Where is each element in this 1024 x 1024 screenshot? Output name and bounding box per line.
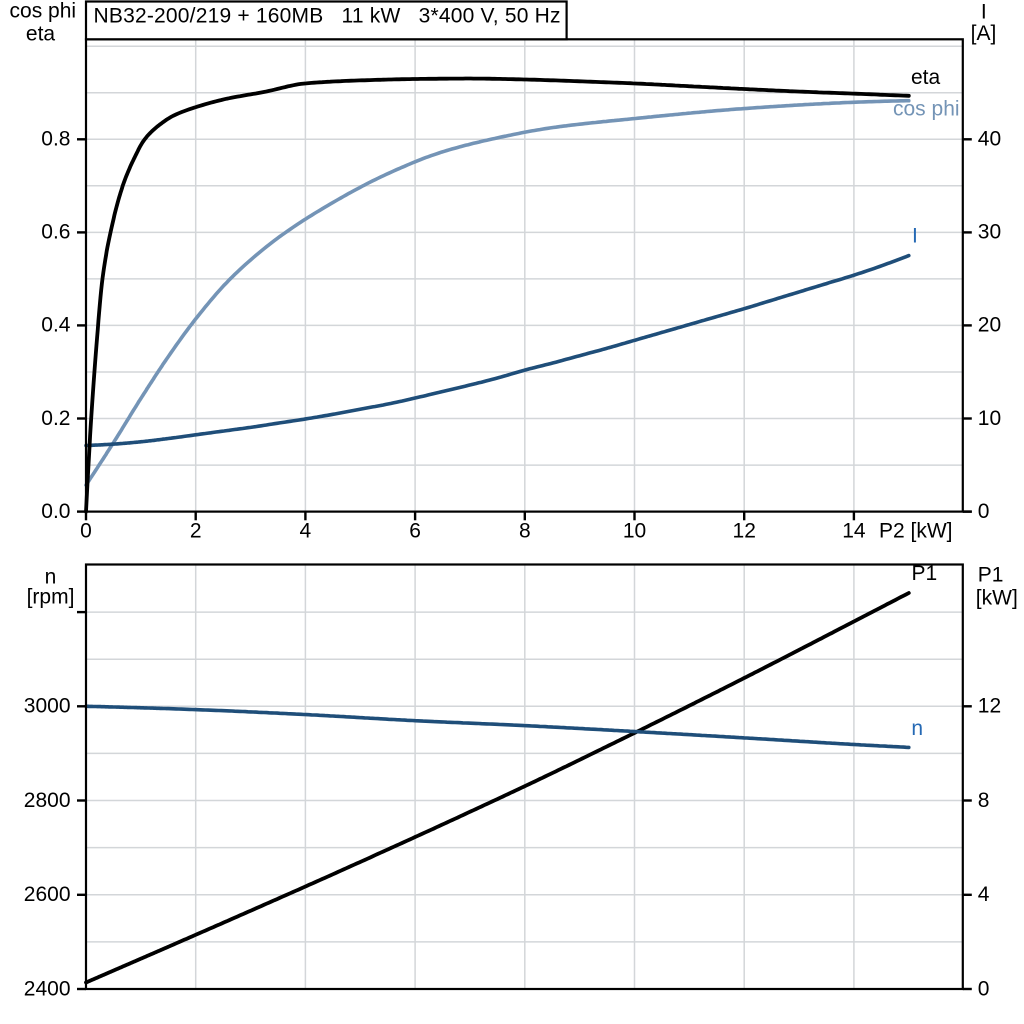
svg-text:I: I	[912, 225, 918, 248]
svg-text:2600: 2600	[24, 883, 71, 906]
svg-text:0: 0	[80, 520, 92, 543]
svg-text:[kW]: [kW]	[976, 587, 1018, 610]
svg-text:NB32-200/219 + 160MB 11 kW: NB32-200/219 + 160MB 11 kW 3*400 V, 50 H…	[94, 5, 561, 28]
svg-text:0.0: 0.0	[41, 500, 70, 523]
svg-text:2800: 2800	[24, 789, 71, 812]
svg-text:[rpm]: [rpm]	[27, 586, 75, 609]
svg-text:10: 10	[623, 520, 646, 543]
svg-text:0: 0	[978, 977, 990, 1000]
svg-text:30: 30	[978, 221, 1001, 244]
svg-text:40: 40	[978, 128, 1001, 151]
svg-text:cos phi: cos phi	[893, 98, 960, 121]
svg-text:0.6: 0.6	[41, 221, 70, 244]
svg-text:20: 20	[978, 314, 1001, 337]
svg-text:12: 12	[733, 520, 756, 543]
svg-text:P1: P1	[978, 564, 1004, 587]
svg-text:14: 14	[842, 520, 866, 543]
svg-text:4: 4	[978, 883, 990, 906]
svg-text:0.4: 0.4	[41, 314, 71, 337]
svg-text:n: n	[45, 566, 57, 589]
svg-text:2: 2	[190, 520, 202, 543]
svg-text:cos phi: cos phi	[10, 0, 77, 23]
svg-text:6: 6	[409, 520, 421, 543]
svg-text:2400: 2400	[24, 977, 71, 1000]
svg-text:eta: eta	[26, 23, 56, 46]
svg-text:P1: P1	[912, 562, 938, 585]
svg-text:0.2: 0.2	[41, 407, 70, 430]
svg-text:8: 8	[519, 520, 531, 543]
svg-text:0.8: 0.8	[41, 128, 70, 151]
svg-text:eta: eta	[911, 66, 941, 89]
svg-text:0: 0	[978, 500, 990, 523]
svg-text:3000: 3000	[24, 695, 71, 718]
svg-text:n: n	[911, 717, 923, 740]
svg-text:[A]: [A]	[971, 22, 997, 45]
svg-text:4: 4	[300, 520, 312, 543]
svg-text:I: I	[981, 1, 987, 24]
svg-text:8: 8	[978, 789, 990, 812]
svg-text:P2 [kW]: P2 [kW]	[879, 520, 953, 543]
svg-text:10: 10	[978, 407, 1001, 430]
svg-text:12: 12	[978, 695, 1001, 718]
